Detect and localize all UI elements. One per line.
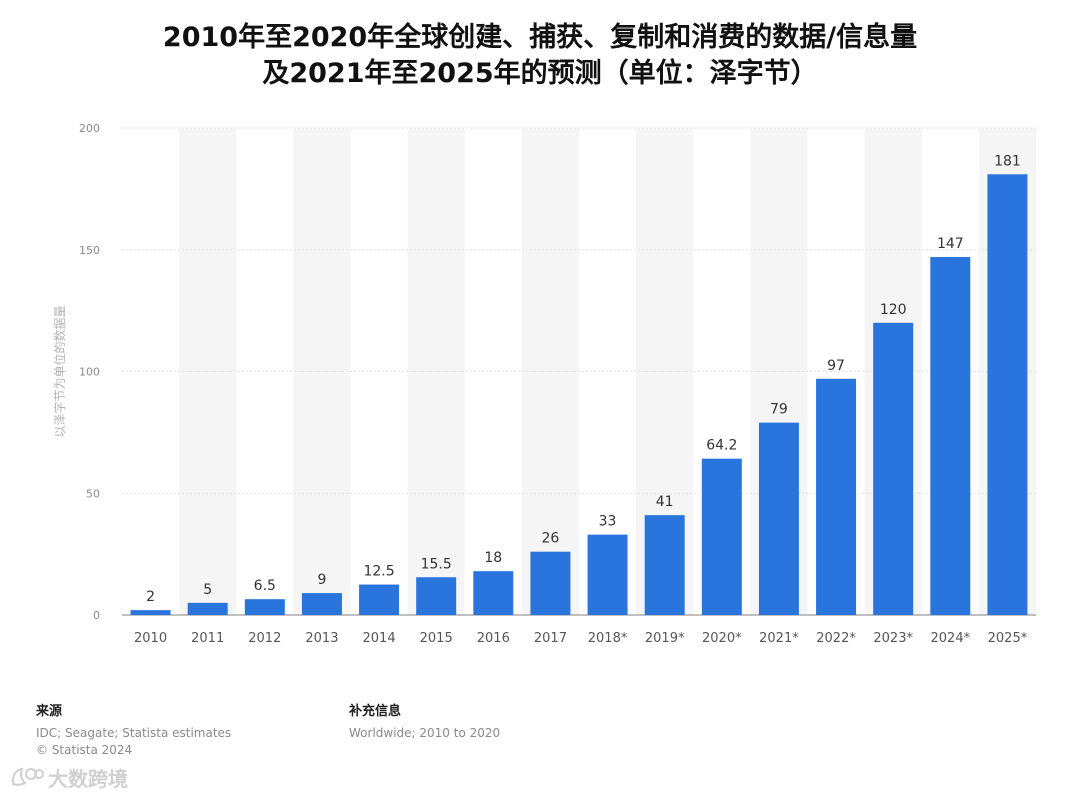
column-band bbox=[293, 128, 351, 615]
x-tick-label: 2024* bbox=[931, 631, 971, 646]
x-tick-label: 2013 bbox=[305, 631, 338, 646]
chart-title-line1: 2010年至2020年全球创建、捕获、复制和消费的数据/信息量 bbox=[162, 22, 918, 53]
y-tick-label: 50 bbox=[86, 487, 100, 500]
data-label: 2 bbox=[146, 589, 155, 605]
y-tick-label: 200 bbox=[79, 122, 100, 135]
data-label: 120 bbox=[880, 302, 907, 318]
bar bbox=[530, 551, 571, 615]
y-axis-label: 以泽字节为单位的数据量 bbox=[52, 305, 67, 437]
y-tick-label: 150 bbox=[79, 244, 100, 257]
data-label: 26 bbox=[542, 531, 560, 547]
bar bbox=[987, 174, 1028, 615]
x-tick-label: 2014 bbox=[363, 631, 396, 646]
chart-title-line2: 及2021年至2025年的预测（单位：泽字节） bbox=[262, 58, 818, 89]
x-tick-label: 2012 bbox=[248, 631, 281, 646]
column-band bbox=[407, 128, 465, 615]
x-tick-label: 2025* bbox=[988, 631, 1028, 646]
bar bbox=[244, 599, 285, 615]
bar bbox=[816, 378, 857, 615]
x-tick-label: 2019* bbox=[645, 631, 685, 646]
x-tick-label: 2017 bbox=[534, 631, 567, 646]
data-label: 18 bbox=[484, 550, 502, 566]
chart-title: 2010年至2020年全球创建、捕获、复制和消费的数据/信息量 及2021年至2… bbox=[0, 20, 1080, 92]
data-label: 64.2 bbox=[706, 438, 737, 454]
data-label: 5 bbox=[203, 582, 212, 598]
data-label: 97 bbox=[827, 358, 845, 374]
y-tick-label: 100 bbox=[79, 366, 100, 379]
x-tick-label: 2022* bbox=[816, 631, 856, 646]
bar bbox=[701, 458, 742, 615]
bar bbox=[587, 534, 628, 615]
bar bbox=[473, 571, 514, 615]
bar bbox=[359, 584, 400, 615]
bar bbox=[187, 602, 228, 615]
x-tick-label: 2023* bbox=[873, 631, 913, 646]
bar bbox=[873, 322, 914, 615]
data-label: 6.5 bbox=[254, 578, 276, 594]
x-tick-label: 2016 bbox=[477, 631, 510, 646]
source-line: IDC; Seagate; Statista estimates bbox=[36, 726, 232, 740]
bar bbox=[644, 515, 685, 615]
x-tick-label: 2010 bbox=[134, 631, 167, 646]
data-label: 79 bbox=[770, 402, 788, 418]
data-label: 12.5 bbox=[363, 564, 394, 580]
source-block: 来源 IDC; Seagate; Statista estimates © St… bbox=[36, 703, 231, 759]
x-tick-label: 2015 bbox=[420, 631, 453, 646]
bar bbox=[930, 257, 971, 615]
bar bbox=[758, 422, 799, 615]
x-tick-label: 2018* bbox=[588, 631, 628, 646]
data-label: 15.5 bbox=[421, 556, 452, 572]
watermark-text: 大数跨境 bbox=[48, 766, 128, 791]
logo-icon bbox=[11, 767, 44, 786]
info-block: 补充信息 Worldwide; 2010 to 2020 bbox=[349, 703, 500, 742]
data-label: 147 bbox=[937, 236, 964, 252]
data-label: 33 bbox=[599, 514, 617, 530]
data-label: 9 bbox=[317, 572, 326, 588]
watermark: 大数跨境 bbox=[10, 763, 128, 791]
source-heading: 来源 bbox=[36, 704, 63, 719]
x-tick-label: 2021* bbox=[759, 631, 799, 646]
data-label: 41 bbox=[656, 494, 674, 510]
info-line: Worldwide; 2010 to 2020 bbox=[349, 726, 501, 740]
bar bbox=[130, 610, 171, 615]
info-heading: 补充信息 bbox=[349, 704, 402, 719]
x-tick-label: 2011 bbox=[191, 631, 224, 646]
copyright-line: © Statista 2024 bbox=[36, 743, 133, 757]
y-tick-label: 0 bbox=[93, 609, 100, 622]
bar bbox=[301, 593, 342, 615]
x-tick-label: 2020* bbox=[702, 631, 742, 646]
data-label: 181 bbox=[994, 153, 1021, 169]
bar bbox=[416, 577, 457, 615]
